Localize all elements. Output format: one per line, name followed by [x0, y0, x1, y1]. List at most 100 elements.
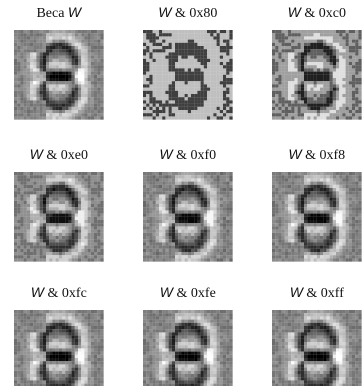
pixel: [159, 230, 162, 233]
pixel: [301, 255, 304, 258]
pixel: [178, 178, 181, 181]
pixel: [100, 313, 103, 316]
pixel: [56, 210, 59, 213]
pixel: [159, 252, 162, 255]
pixel: [20, 104, 23, 107]
pixel: [175, 198, 178, 201]
pixel: [204, 52, 207, 55]
pixel: [349, 100, 352, 103]
pixel: [330, 214, 333, 217]
pixel: [304, 230, 307, 233]
pixel: [314, 178, 317, 181]
pixel: [94, 104, 97, 107]
pixel: [97, 59, 100, 62]
pixel: [30, 320, 33, 323]
pixel: [213, 236, 216, 239]
pixel: [197, 233, 200, 236]
pixel: [143, 185, 146, 188]
pixel: [185, 233, 188, 236]
pixel: [213, 191, 216, 194]
pixel: [210, 40, 213, 43]
pixel: [201, 88, 204, 91]
pixel: [294, 217, 297, 220]
pixel: [185, 249, 188, 252]
pixel: [201, 36, 204, 39]
pixel: [291, 236, 294, 239]
pixel: [178, 110, 181, 113]
pixel: [40, 316, 43, 319]
pixel: [162, 178, 165, 181]
pixel: [229, 185, 232, 188]
pixel: [91, 72, 94, 75]
pixel: [81, 116, 84, 119]
pixel: [88, 62, 91, 65]
pixel: [75, 65, 78, 68]
pixel: [149, 100, 152, 103]
pixel: [20, 40, 23, 43]
pixel: [314, 255, 317, 258]
pixel: [213, 175, 216, 178]
pixel: [24, 339, 27, 342]
pixel: [301, 207, 304, 210]
pixel: [210, 65, 213, 68]
pixel: [43, 185, 46, 188]
pixel: [91, 36, 94, 39]
pixel: [226, 56, 229, 59]
pixel: [330, 249, 333, 252]
pixel: [339, 252, 342, 255]
pixel: [210, 246, 213, 249]
pixel: [30, 175, 33, 178]
pixel: [307, 30, 310, 33]
pixel: [149, 43, 152, 46]
pixel: [56, 172, 59, 175]
pixel: [185, 210, 188, 213]
pixel: [30, 310, 33, 313]
pixel: [210, 91, 213, 94]
pixel: [188, 84, 191, 87]
pixel: [181, 43, 184, 46]
pixel: [229, 214, 232, 217]
pixel: [49, 113, 52, 116]
pixel: [314, 33, 317, 36]
pixel: [97, 33, 100, 36]
pixel: [223, 204, 226, 207]
pixel: [298, 236, 301, 239]
pixel: [43, 182, 46, 185]
pixel: [43, 255, 46, 258]
pixel: [46, 107, 49, 110]
pixel: [210, 239, 213, 242]
pixel: [75, 207, 78, 210]
pixel: [330, 107, 333, 110]
pixel: [175, 62, 178, 65]
pixel: [165, 255, 168, 258]
pixel: [24, 258, 27, 261]
pixel: [36, 40, 39, 43]
pixel: [213, 94, 216, 97]
pixel: [165, 185, 168, 188]
pixel: [81, 258, 84, 261]
pixel: [226, 230, 229, 233]
pixel: [68, 233, 71, 236]
pixel: [94, 40, 97, 43]
pixel: [278, 40, 281, 43]
pixel: [153, 217, 156, 220]
pixel: [24, 332, 27, 335]
pixel: [282, 239, 285, 242]
pixel: [159, 113, 162, 116]
pixel: [46, 198, 49, 201]
pixel: [226, 49, 229, 52]
pixel: [91, 107, 94, 110]
pixel: [162, 172, 165, 175]
pixel: [317, 56, 320, 59]
pixel: [97, 46, 100, 49]
pixel: [314, 75, 317, 78]
pixel: [143, 182, 146, 185]
pixel: [27, 185, 30, 188]
pixel: [291, 78, 294, 81]
pixel: [282, 43, 285, 46]
pixel: [84, 242, 87, 245]
pixel: [349, 178, 352, 181]
pixel: [304, 94, 307, 97]
pixel: [178, 188, 181, 191]
pixel: [285, 210, 288, 213]
